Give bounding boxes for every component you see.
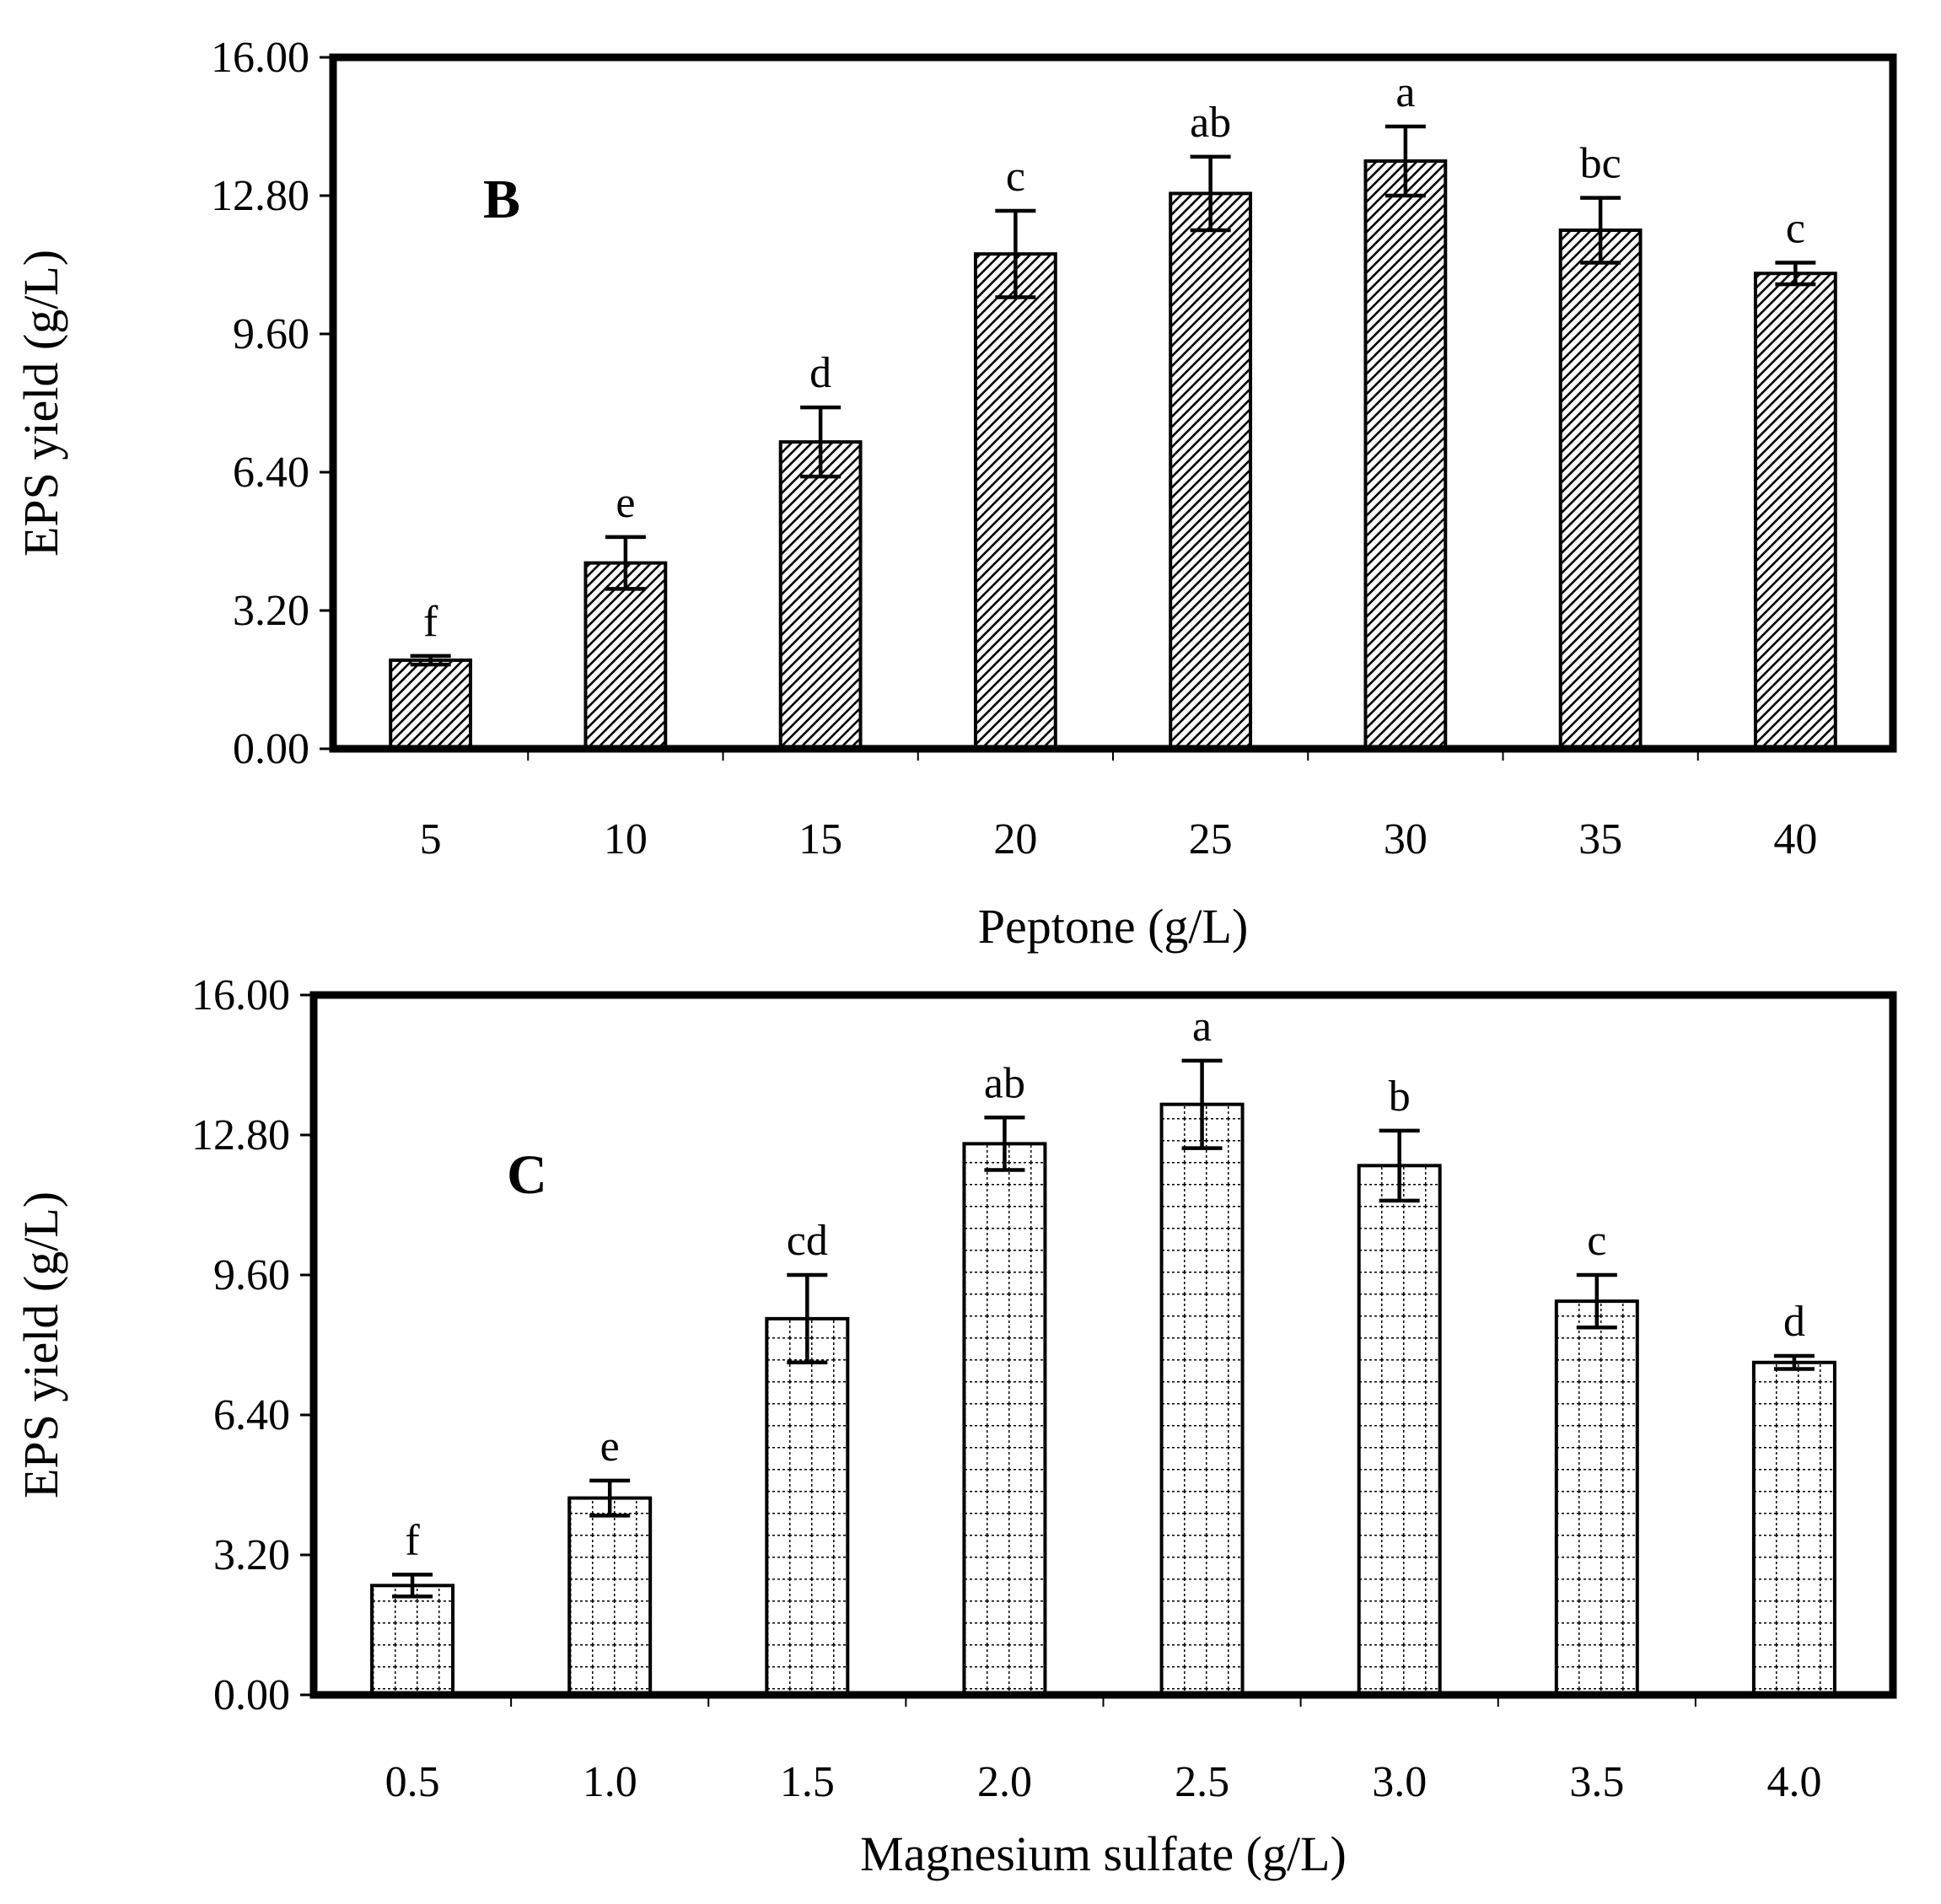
y-tick-label: 0.00 [213,1671,290,1719]
y-axis-title: EPS yield (g/L) [13,1191,68,1498]
bar [567,1496,653,1697]
y-tick-label: 16.00 [191,971,290,1019]
x-tick-label: 35 [1578,815,1622,863]
plot-frame [329,53,1897,753]
significance-letter: a [1395,68,1415,116]
bar [1159,1102,1245,1697]
y-tick-label: 12.80 [211,172,309,220]
bar [1357,1164,1442,1697]
significance-letter: e [600,1423,620,1471]
panel-b: 0.00 3.20 6.40 9.60 12.80 16.00 f 5 e 10 d 15 c 20 ab 2… [13,34,1897,954]
significance-letter: bc [1580,140,1621,188]
x-tick-label: 1.5 [780,1758,835,1806]
y-tick-label: 0.00 [233,725,309,773]
bar [962,1142,1047,1697]
x-tick-label: 2.0 [977,1758,1032,1806]
x-tick-label: 4.0 [1766,1758,1821,1806]
significance-letter: f [405,1516,420,1564]
x-tick-label: 1.0 [583,1758,637,1806]
y-tick-label: 6.40 [213,1391,290,1439]
y-tick-label: 9.60 [233,310,309,358]
x-tick-label: 3.0 [1372,1758,1427,1806]
y-tick-label: 3.20 [213,1531,290,1579]
bar [583,561,668,750]
significance-letter: a [1192,1003,1212,1051]
x-axis-title: Magnesium sulfate (g/L) [860,1826,1347,1881]
bar [370,1584,455,1697]
significance-letter: d [809,349,831,397]
y-tick-label: 16.00 [211,34,309,82]
significance-letter: b [1389,1073,1411,1121]
x-tick-label: 0.5 [385,1758,440,1806]
bar [765,1316,850,1697]
bar [1753,272,1837,750]
bar [1363,159,1448,750]
significance-letter: ab [984,1059,1025,1107]
y-tick-label: 9.60 [213,1251,290,1299]
x-tick-label: 3.5 [1569,1758,1624,1806]
bar [1751,1360,1836,1697]
bar [1558,229,1643,750]
plot-frame [309,991,1897,1699]
bar [778,440,863,750]
bar [973,252,1057,750]
panel-letter: B [483,169,520,230]
x-tick-label: 10 [604,815,648,863]
y-tick-label: 3.20 [233,587,309,635]
x-tick-label: 25 [1189,815,1233,863]
x-tick-label: 20 [993,815,1037,863]
bar [389,658,473,750]
bar [1169,191,1253,750]
x-tick-label: 5 [420,815,442,863]
x-tick-label: 2.5 [1175,1758,1229,1806]
significance-letter: ab [1190,99,1231,147]
significance-letter: cd [787,1217,828,1265]
x-tick-label: 40 [1773,815,1817,863]
bar [1554,1299,1639,1697]
x-axis-title: Peptone (g/L) [978,899,1249,954]
significance-letter: f [423,598,438,646]
significance-letter: c [1786,204,1805,252]
significance-letter: d [1783,1298,1805,1346]
panel-c: 0.003.206.409.6012.8016.00f0.5e1.0cd1.5a… [13,971,1897,1881]
significance-letter: c [1006,153,1025,201]
significance-letter: c [1587,1217,1606,1265]
panel-letter: C [507,1144,547,1206]
x-tick-label: 30 [1384,815,1428,863]
y-axis-title: EPS yield (g/L) [13,250,68,557]
y-tick-label: 12.80 [191,1111,290,1159]
x-tick-label: 15 [798,815,842,863]
significance-letter: e [616,479,635,527]
y-tick-label: 6.40 [233,449,309,497]
